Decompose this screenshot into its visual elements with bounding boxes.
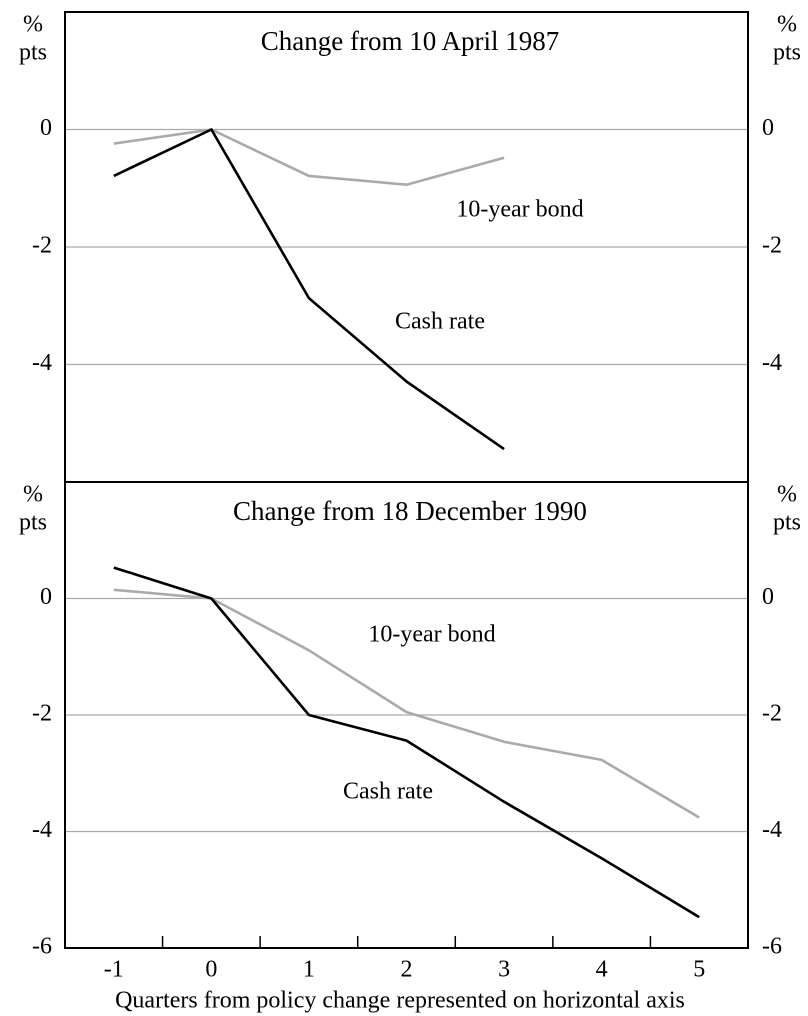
y-tick-label-right: 0 [762, 584, 774, 610]
y-tick-label-right: -6 [762, 934, 782, 960]
x-axis-label: Quarters from policy change represented … [115, 988, 685, 1014]
y-tick-label-right: -4 [762, 350, 782, 376]
y-unit: % [23, 12, 43, 38]
y-unit-right: % [777, 12, 797, 38]
x-tick-label: 5 [693, 957, 705, 983]
y-tick-label: -6 [32, 934, 52, 960]
x-tick-label: 4 [596, 957, 608, 983]
y-tick-label-right: 0 [762, 115, 774, 141]
x-tick-label: -1 [104, 957, 124, 983]
series-label: Cash rate [343, 779, 433, 805]
y-tick-label: -2 [32, 233, 52, 259]
y-unit: % [23, 482, 43, 508]
y-unit-right: pts [773, 40, 801, 66]
panel-title: Change from 10 April 1987 [261, 26, 559, 56]
series-label: 10-year bond [368, 622, 495, 648]
y-tick-label-right: -4 [762, 817, 782, 843]
y-unit-right: pts [773, 510, 801, 536]
y-tick-label: 0 [40, 584, 52, 610]
x-tick-label: 3 [498, 957, 510, 983]
series-line [113, 128, 505, 451]
series-line [113, 566, 700, 919]
y-tick-label: -4 [32, 817, 52, 843]
y-tick-label: -2 [32, 701, 52, 727]
series-label: 10-year bond [456, 197, 583, 223]
panel-title: Change from 18 December 1990 [233, 496, 587, 526]
y-unit: pts [19, 510, 47, 536]
y-tick-label: 0 [40, 115, 52, 141]
series-line [113, 128, 505, 186]
y-tick-label: -4 [32, 350, 52, 376]
x-tick-label: 0 [205, 957, 217, 983]
y-tick-label-right: -2 [762, 701, 782, 727]
x-tick-label: 1 [303, 957, 315, 983]
y-unit-right: % [777, 482, 797, 508]
plot-frame [64, 11, 749, 949]
series-label: Cash rate [395, 309, 485, 335]
x-tick-label: 2 [401, 957, 413, 983]
y-unit: pts [19, 40, 47, 66]
y-tick-label-right: -2 [762, 233, 782, 259]
